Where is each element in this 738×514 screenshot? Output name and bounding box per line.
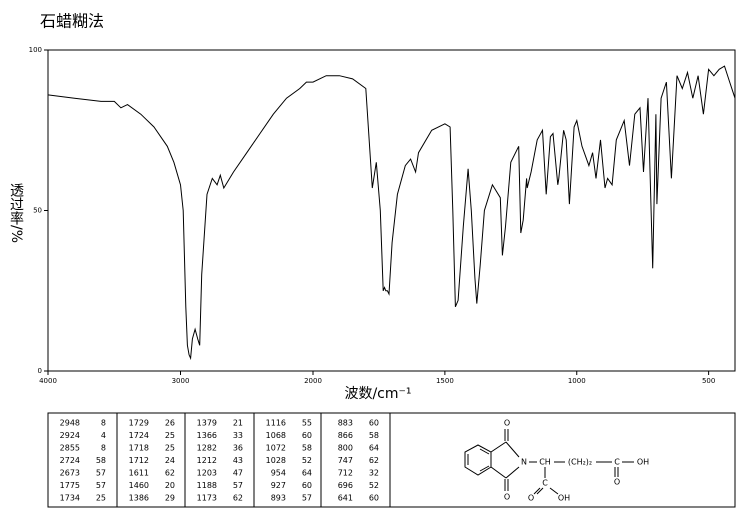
peak-transmittance: 29 xyxy=(165,494,175,503)
peak-wavenumber: 893 xyxy=(271,494,286,503)
peak-transmittance: 52 xyxy=(302,456,312,465)
peak-wavenumber: 1460 xyxy=(129,481,149,490)
atom-label: N xyxy=(521,458,527,467)
peak-transmittance: 32 xyxy=(369,469,379,478)
atom-label: OH xyxy=(637,458,649,467)
x-tick-label: 3000 xyxy=(172,377,190,385)
peak-transmittance: 64 xyxy=(369,444,379,453)
peak-wavenumber: 1379 xyxy=(197,419,217,428)
y-tick-label: 50 xyxy=(33,207,42,215)
atom-label: (CH₂)₂ xyxy=(568,458,592,467)
peak-transmittance: 64 xyxy=(302,469,312,478)
x-axis-label: 波数/cm⁻¹ xyxy=(344,386,411,402)
peak-wavenumber: 1611 xyxy=(129,469,149,478)
atom-label: OH xyxy=(558,494,570,503)
atom-label: O xyxy=(614,478,620,487)
peak-transmittance: 24 xyxy=(165,456,175,465)
peak-transmittance: 60 xyxy=(302,431,312,440)
peak-wavenumber: 1072 xyxy=(266,444,286,453)
peak-wavenumber: 1366 xyxy=(197,431,217,440)
peak-transmittance: 4 xyxy=(101,431,106,440)
x-tick-label: 500 xyxy=(702,377,715,385)
peak-wavenumber: 747 xyxy=(338,456,353,465)
peak-transmittance: 25 xyxy=(165,444,175,453)
peak-transmittance: 21 xyxy=(233,419,243,428)
peak-wavenumber: 866 xyxy=(338,431,353,440)
peak-transmittance: 62 xyxy=(233,494,243,503)
x-tick-label: 1000 xyxy=(568,377,586,385)
x-tick-label: 1500 xyxy=(436,377,454,385)
peak-transmittance: 60 xyxy=(369,419,379,428)
peak-wavenumber: 1775 xyxy=(60,481,80,490)
peak-wavenumber: 712 xyxy=(338,469,353,478)
peak-wavenumber: 641 xyxy=(338,494,353,503)
y-axis-label: 透过率/% xyxy=(8,183,24,243)
chart-title: 石蜡糊法 xyxy=(40,12,104,31)
y-tick-label: 0 xyxy=(38,367,42,375)
atom-label: C xyxy=(542,479,548,488)
table-frame xyxy=(47,412,736,508)
y-tick-label: 100 xyxy=(29,46,42,54)
peak-transmittance: 58 xyxy=(302,444,312,453)
peak-transmittance: 57 xyxy=(96,469,106,478)
peak-transmittance: 20 xyxy=(165,481,175,490)
peak-transmittance: 62 xyxy=(369,456,379,465)
peak-wavenumber: 696 xyxy=(338,481,353,490)
peak-transmittance: 57 xyxy=(302,494,312,503)
peak-transmittance: 8 xyxy=(101,444,106,453)
peak-wavenumber: 2855 xyxy=(60,444,80,453)
peak-wavenumber: 927 xyxy=(271,481,286,490)
peak-transmittance: 60 xyxy=(302,481,312,490)
atom-label: CH xyxy=(539,458,551,467)
peak-wavenumber: 1212 xyxy=(197,456,217,465)
peak-transmittance: 62 xyxy=(165,469,175,478)
peak-wavenumber: 2724 xyxy=(60,456,80,465)
spectrum-line xyxy=(47,65,736,361)
peak-wavenumber: 2924 xyxy=(60,431,80,440)
peak-transmittance: 47 xyxy=(233,469,243,478)
peak-wavenumber: 1203 xyxy=(197,469,217,478)
peak-transmittance: 58 xyxy=(369,431,379,440)
structure xyxy=(464,429,634,495)
peak-transmittance: 26 xyxy=(165,419,175,428)
peak-transmittance: 60 xyxy=(369,494,379,503)
atom-label: O xyxy=(528,494,534,503)
atom-label: O xyxy=(504,493,510,502)
peak-wavenumber: 1028 xyxy=(266,456,286,465)
x-tick-label: 4000 xyxy=(39,377,57,385)
x-tick-label: 2000 xyxy=(304,377,322,385)
peak-wavenumber: 1386 xyxy=(129,494,149,503)
peak-wavenumber: 1718 xyxy=(129,444,149,453)
peak-transmittance: 57 xyxy=(233,481,243,490)
peak-transmittance: 58 xyxy=(96,456,106,465)
peak-wavenumber: 883 xyxy=(338,419,353,428)
peak-wavenumber: 1724 xyxy=(129,431,149,440)
peak-transmittance: 25 xyxy=(165,431,175,440)
peak-transmittance: 55 xyxy=(302,419,312,428)
peak-wavenumber: 1116 xyxy=(266,419,286,428)
peak-wavenumber: 1282 xyxy=(197,444,217,453)
peak-wavenumber: 954 xyxy=(271,469,286,478)
peak-wavenumber: 1729 xyxy=(129,419,149,428)
atom-label: C xyxy=(614,458,620,467)
peak-transmittance: 25 xyxy=(96,494,106,503)
peak-wavenumber: 1068 xyxy=(266,431,286,440)
peak-wavenumber: 2673 xyxy=(60,469,80,478)
peak-wavenumber: 1188 xyxy=(197,481,217,490)
peak-wavenumber: 1734 xyxy=(60,494,80,503)
peak-transmittance: 43 xyxy=(233,456,243,465)
plot-frame xyxy=(47,49,736,372)
peak-transmittance: 36 xyxy=(233,444,243,453)
peak-wavenumber: 1712 xyxy=(129,456,149,465)
peak-wavenumber: 800 xyxy=(338,444,353,453)
atom-label: O xyxy=(504,419,510,428)
peak-wavenumber: 1173 xyxy=(197,494,217,503)
peak-transmittance: 8 xyxy=(101,419,106,428)
peak-wavenumber: 2948 xyxy=(60,419,80,428)
peak-transmittance: 57 xyxy=(96,481,106,490)
peak-transmittance: 33 xyxy=(233,431,243,440)
peak-transmittance: 52 xyxy=(369,481,379,490)
